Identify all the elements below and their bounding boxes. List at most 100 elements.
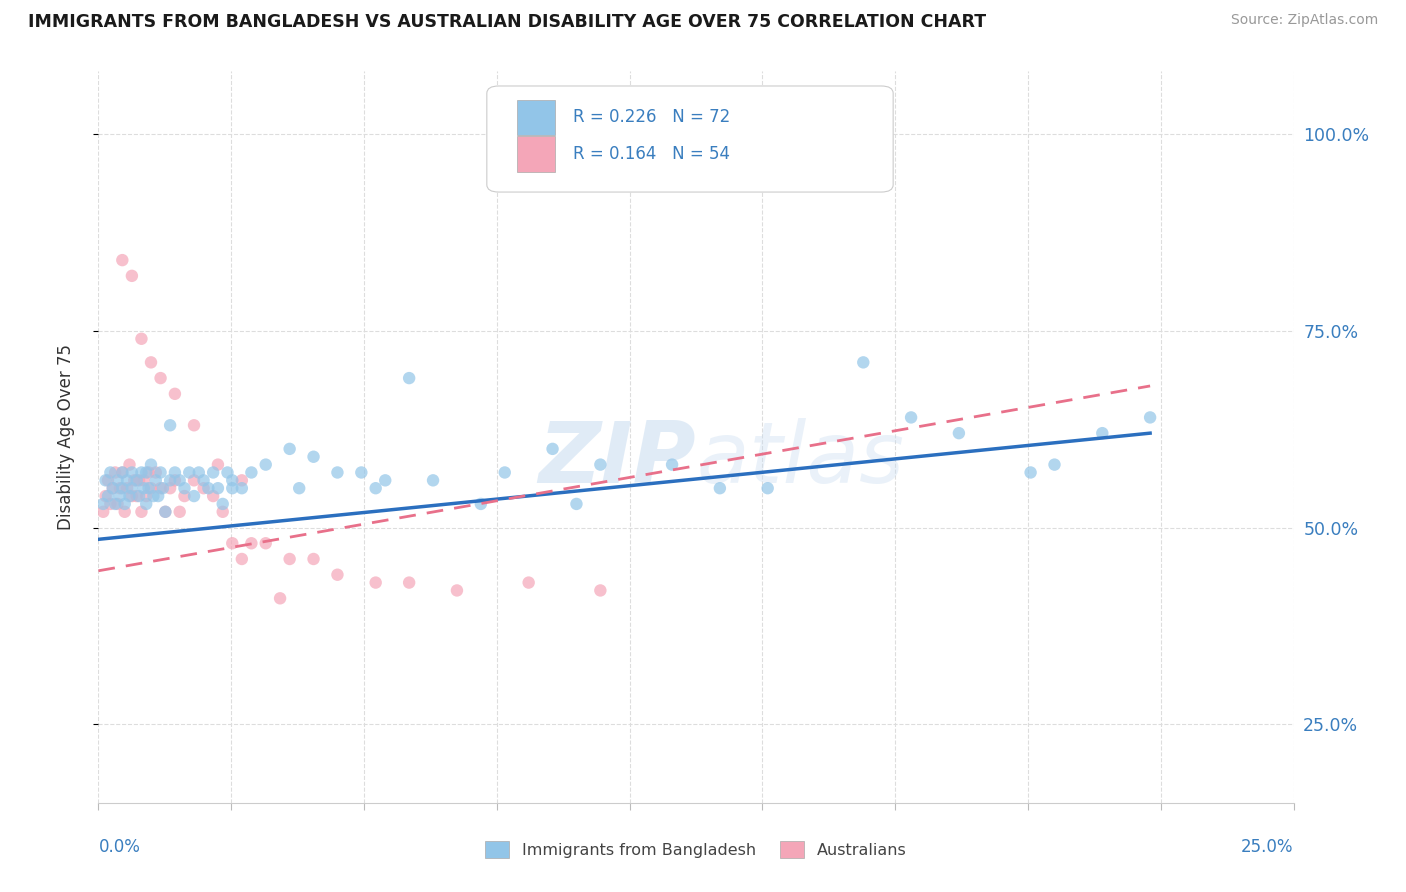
Point bbox=[159, 418, 181, 433]
Text: 0.0%: 0.0% bbox=[98, 838, 141, 856]
Point bbox=[124, 473, 146, 487]
Point bbox=[114, 505, 136, 519]
Point bbox=[231, 473, 253, 487]
Point bbox=[132, 481, 155, 495]
Point bbox=[948, 426, 970, 441]
Point bbox=[149, 371, 172, 385]
Point bbox=[139, 481, 162, 495]
Point bbox=[197, 481, 219, 495]
Point bbox=[193, 473, 215, 487]
Point bbox=[131, 332, 153, 346]
Point bbox=[132, 473, 155, 487]
Point bbox=[125, 473, 148, 487]
Point bbox=[94, 473, 117, 487]
Point bbox=[163, 466, 186, 480]
Point bbox=[1043, 458, 1066, 472]
Point bbox=[111, 481, 134, 495]
Point bbox=[900, 410, 922, 425]
Point bbox=[541, 442, 564, 456]
Point bbox=[589, 458, 612, 472]
Point bbox=[470, 497, 492, 511]
Point bbox=[94, 489, 117, 503]
Point bbox=[187, 466, 209, 480]
Point bbox=[494, 466, 516, 480]
Point bbox=[163, 387, 186, 401]
Point bbox=[139, 355, 162, 369]
Point bbox=[149, 466, 172, 480]
Point bbox=[288, 481, 311, 495]
Point bbox=[118, 458, 141, 472]
Point bbox=[278, 442, 301, 456]
Point bbox=[101, 481, 124, 495]
Point bbox=[231, 552, 253, 566]
Point bbox=[138, 466, 160, 480]
Point bbox=[422, 473, 444, 487]
Point bbox=[128, 473, 150, 487]
Point bbox=[278, 552, 301, 566]
Point bbox=[121, 268, 143, 283]
Point bbox=[183, 489, 205, 503]
Point bbox=[1019, 466, 1042, 480]
Point bbox=[91, 497, 114, 511]
Text: IMMIGRANTS FROM BANGLADESH VS AUSTRALIAN DISABILITY AGE OVER 75 CORRELATION CHAR: IMMIGRANTS FROM BANGLADESH VS AUSTRALIAN… bbox=[28, 13, 986, 31]
Point bbox=[254, 536, 277, 550]
Point bbox=[152, 481, 174, 495]
Point bbox=[107, 497, 129, 511]
Point bbox=[240, 536, 263, 550]
Point bbox=[155, 505, 177, 519]
Point bbox=[97, 473, 120, 487]
Point bbox=[231, 481, 253, 495]
Point bbox=[108, 489, 131, 503]
Point bbox=[302, 552, 325, 566]
Point bbox=[364, 481, 387, 495]
Point bbox=[159, 481, 181, 495]
Point bbox=[148, 489, 170, 503]
Point bbox=[207, 481, 229, 495]
Point bbox=[221, 481, 243, 495]
Point bbox=[135, 466, 157, 480]
Point bbox=[202, 466, 225, 480]
Point bbox=[211, 505, 233, 519]
Point bbox=[131, 505, 153, 519]
FancyBboxPatch shape bbox=[517, 100, 555, 135]
Point bbox=[517, 575, 540, 590]
Point bbox=[115, 473, 138, 487]
Point bbox=[91, 505, 114, 519]
Point bbox=[193, 481, 215, 495]
Point bbox=[101, 481, 124, 495]
Text: atlas: atlas bbox=[696, 417, 904, 500]
Point bbox=[118, 489, 141, 503]
Point bbox=[98, 497, 122, 511]
Point bbox=[128, 489, 150, 503]
Text: ZIP: ZIP bbox=[538, 417, 696, 500]
Point bbox=[179, 466, 201, 480]
Point bbox=[138, 481, 160, 495]
Point bbox=[169, 505, 191, 519]
Point bbox=[1139, 410, 1161, 425]
Point bbox=[108, 481, 131, 495]
Point bbox=[169, 473, 191, 487]
Point bbox=[135, 489, 157, 503]
Point bbox=[104, 497, 127, 511]
Point bbox=[111, 466, 134, 480]
Point bbox=[269, 591, 291, 606]
Point bbox=[364, 575, 387, 590]
Point bbox=[374, 473, 396, 487]
Point bbox=[173, 489, 195, 503]
Point bbox=[709, 481, 731, 495]
Point bbox=[139, 458, 162, 472]
Text: 25.0%: 25.0% bbox=[1241, 838, 1294, 856]
Point bbox=[145, 473, 167, 487]
Legend: Immigrants from Bangladesh, Australians: Immigrants from Bangladesh, Australians bbox=[479, 835, 912, 864]
Point bbox=[114, 497, 136, 511]
Text: R = 0.164   N = 54: R = 0.164 N = 54 bbox=[572, 145, 730, 163]
Point bbox=[107, 473, 129, 487]
Point bbox=[398, 575, 420, 590]
Point bbox=[121, 481, 143, 495]
Point bbox=[149, 481, 172, 495]
Point bbox=[207, 458, 229, 472]
Point bbox=[1091, 426, 1114, 441]
Point bbox=[111, 466, 134, 480]
Point bbox=[217, 466, 239, 480]
Point bbox=[121, 466, 143, 480]
